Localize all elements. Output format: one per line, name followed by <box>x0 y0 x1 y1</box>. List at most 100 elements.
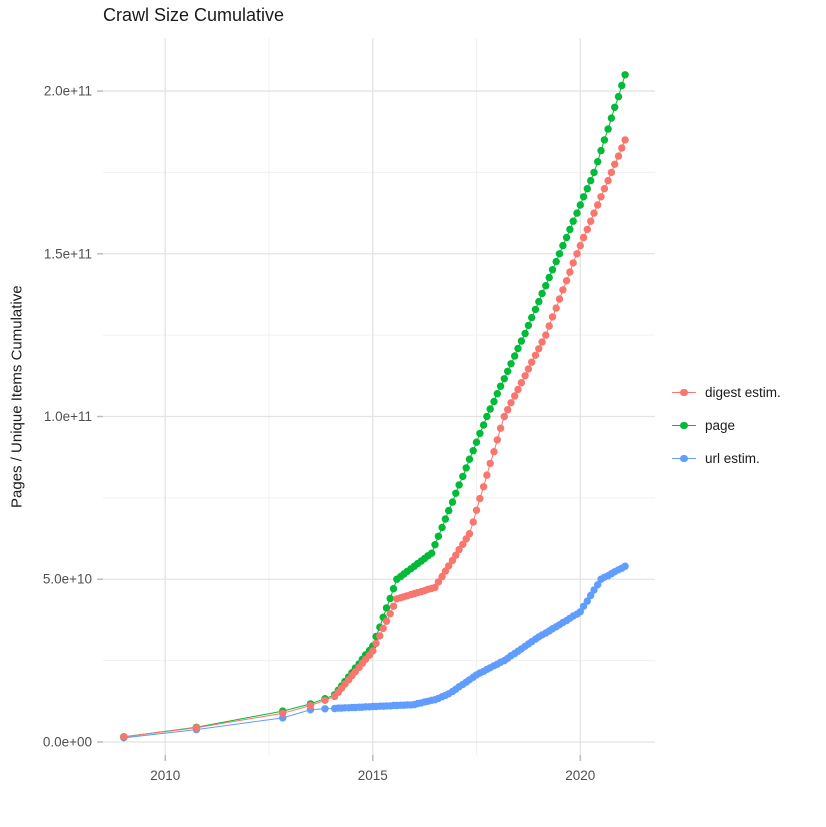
data-point <box>511 352 519 360</box>
chart-title: Crawl Size Cumulative <box>103 5 285 25</box>
legend-item-digest-estim: digest estim. <box>672 376 781 409</box>
data-point <box>476 494 484 503</box>
data-point <box>321 705 329 713</box>
data-point <box>386 594 394 603</box>
data-point <box>434 532 443 540</box>
data-point <box>521 372 529 380</box>
data-point <box>559 241 567 250</box>
data-point <box>517 337 526 345</box>
y-tick-label: 1.5e+11 <box>44 246 92 261</box>
data-point <box>472 506 481 514</box>
data-point <box>459 472 467 481</box>
data-point <box>379 624 387 633</box>
data-point <box>531 305 540 314</box>
data-point <box>511 392 519 400</box>
data-point <box>587 591 595 600</box>
data-point <box>500 375 508 383</box>
data-point <box>614 92 623 101</box>
data-point <box>524 321 533 330</box>
legend-key-icon <box>672 386 696 400</box>
data-point <box>372 639 380 648</box>
series-digest-estim <box>120 136 629 741</box>
data-point <box>465 455 474 463</box>
data-point <box>521 329 529 338</box>
legend-item-url-estim: url estim. <box>672 442 781 475</box>
data-point <box>590 168 598 177</box>
data-point <box>559 286 567 294</box>
data-point <box>548 266 557 274</box>
data-point <box>538 289 546 298</box>
gridlines-minor <box>103 38 655 755</box>
data-point <box>452 489 460 497</box>
data-point <box>597 193 605 201</box>
data-point <box>479 421 488 429</box>
data-point <box>462 464 470 472</box>
data-point <box>431 541 439 549</box>
data-point <box>618 144 626 152</box>
y-tick-label: 0.0e+00 <box>43 734 92 749</box>
data-point <box>579 193 588 201</box>
data-point <box>441 515 450 523</box>
legend-key-icon <box>672 419 696 433</box>
data-point <box>562 233 571 242</box>
y-tick-label: 5.0e+10 <box>43 572 92 587</box>
data-point <box>621 71 629 79</box>
data-point <box>448 498 457 506</box>
data-point <box>535 297 543 306</box>
x-tick-label: 2010 <box>150 768 180 783</box>
data-point <box>566 225 574 234</box>
data-point <box>445 506 453 515</box>
data-point <box>611 103 619 112</box>
data-point <box>590 209 598 217</box>
data-point <box>607 114 616 122</box>
data-point <box>528 358 536 366</box>
data-point <box>573 209 581 217</box>
data-point <box>504 367 512 375</box>
data-point <box>382 604 391 612</box>
data-point <box>507 360 515 368</box>
data-point <box>472 438 481 446</box>
data-point <box>389 602 398 610</box>
data-point <box>569 217 577 225</box>
data-point <box>486 405 494 413</box>
data-point <box>569 259 577 267</box>
data-point <box>479 483 488 491</box>
data-point <box>576 201 584 209</box>
data-point <box>600 185 609 193</box>
data-point <box>120 733 128 741</box>
data-point <box>386 610 394 618</box>
data-point <box>490 448 498 456</box>
data-point <box>500 412 508 421</box>
data-point <box>514 344 522 353</box>
data-point <box>538 338 546 346</box>
data-point <box>583 225 591 234</box>
data-point <box>507 399 515 407</box>
data-point <box>562 277 571 285</box>
data-point <box>369 647 377 655</box>
data-point <box>552 304 560 312</box>
x-tick-label: 2020 <box>565 768 595 783</box>
data-point <box>524 365 533 373</box>
legend: digest estim. page url estim. <box>672 376 781 475</box>
legend-label: url estim. <box>705 451 760 466</box>
data-point <box>545 273 553 282</box>
data-point <box>496 424 505 432</box>
x-axis-labels: 2010 2015 2020 <box>150 768 595 783</box>
data-point <box>192 724 201 732</box>
data-point <box>618 81 626 90</box>
data-point <box>542 282 550 290</box>
data-point <box>306 701 315 710</box>
data-point <box>545 322 553 330</box>
data-point <box>607 168 616 177</box>
axis-ticks <box>97 90 582 761</box>
legend-label: digest estim. <box>705 385 781 400</box>
data-point <box>459 540 467 549</box>
data-point <box>576 608 584 616</box>
data-point <box>594 201 602 209</box>
data-point <box>504 406 512 414</box>
data-point <box>604 125 612 133</box>
data-point <box>483 412 491 421</box>
data-point <box>431 583 439 592</box>
legend-dot-icon <box>680 388 688 396</box>
